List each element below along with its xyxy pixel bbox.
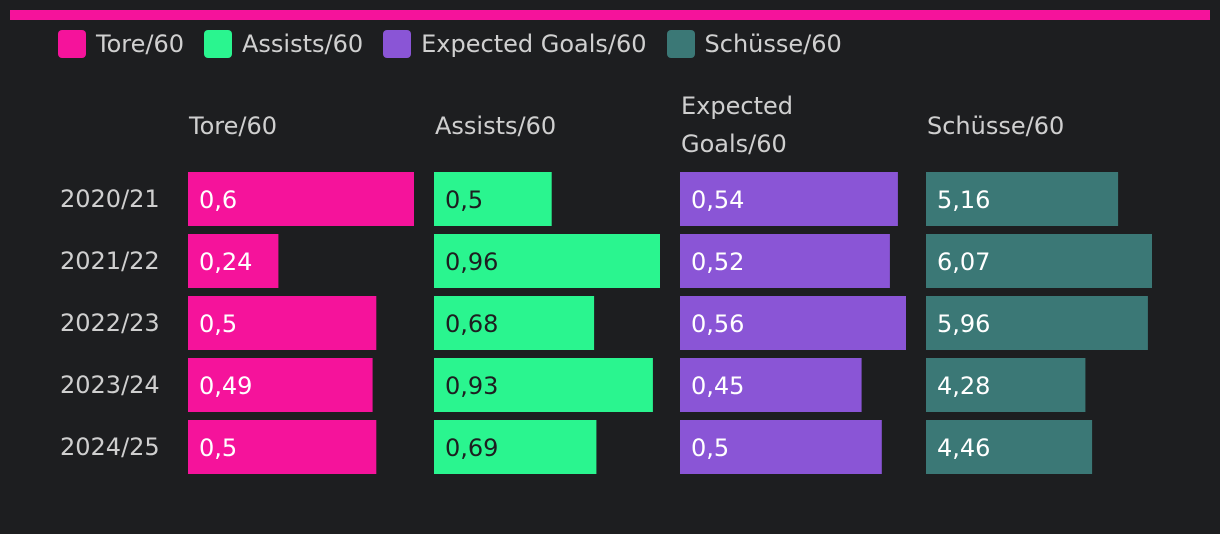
column-header: Tore/60 <box>188 112 277 140</box>
bar <box>926 296 1148 350</box>
bar-value-label: 0,96 <box>445 248 498 276</box>
legend-item: Assists/60 <box>204 30 363 58</box>
bar-value-label: 0,6 <box>199 186 237 214</box>
bar-value-label: 6,07 <box>937 248 990 276</box>
bar <box>680 296 906 350</box>
legend-swatch <box>666 30 695 58</box>
row-label: 2023/24 <box>60 371 160 399</box>
bar <box>434 358 653 412</box>
bar-value-label: 0,5 <box>199 310 237 338</box>
bar <box>926 234 1152 288</box>
bar <box>680 234 890 288</box>
bar <box>434 296 595 350</box>
bar <box>926 172 1119 226</box>
bar-value-label: 5,16 <box>937 186 990 214</box>
legend-label: Expected Goals/60 <box>421 30 647 58</box>
legend-swatch <box>383 30 412 58</box>
bar <box>188 296 377 350</box>
bar-value-label: 0,52 <box>691 248 744 276</box>
bar <box>680 172 898 226</box>
bar-value-label: 0,49 <box>199 372 252 400</box>
row-label: 2021/22 <box>60 247 160 275</box>
row-label: 2020/21 <box>60 185 160 213</box>
bar-value-label: 4,46 <box>937 434 990 462</box>
legend-item: Schüsse/60 <box>666 30 842 58</box>
bar <box>188 172 414 226</box>
bar <box>926 358 1086 412</box>
bar-value-label: 0,24 <box>199 248 252 276</box>
bar-value-label: 0,56 <box>691 310 744 338</box>
legend-label: Tore/60 <box>96 30 184 58</box>
bar-value-label: 0,5 <box>691 434 729 462</box>
bar <box>188 420 377 474</box>
chart-legend: Tore/60 Assists/60 Expected Goals/60 Schüss… <box>58 28 862 60</box>
column-header: Goals/60 <box>681 130 787 158</box>
top-accent-bar <box>10 10 1210 20</box>
bar <box>434 172 552 226</box>
legend-label: Schüsse/60 <box>704 30 842 58</box>
bar <box>926 420 1093 474</box>
legend-label: Assists/60 <box>242 30 364 58</box>
legend-swatch <box>204 30 232 58</box>
bar-value-label: 0,68 <box>445 310 498 338</box>
bar <box>188 234 279 288</box>
bar-value-label: 0,69 <box>445 434 498 462</box>
column-header: Expected <box>681 92 793 120</box>
bar <box>188 358 373 412</box>
row-label: 2024/25 <box>60 433 160 461</box>
bar <box>680 420 882 474</box>
bar <box>434 234 660 288</box>
bar <box>680 358 862 412</box>
bar-value-label: 0,5 <box>199 434 237 462</box>
column-header: Schüsse/60 <box>927 112 1064 140</box>
legend-swatch <box>58 30 86 58</box>
bar-value-label: 0,45 <box>691 372 744 400</box>
bar-value-label: 0,54 <box>691 186 744 214</box>
bar-value-label: 4,28 <box>937 372 990 400</box>
bar-value-label: 0,5 <box>445 186 483 214</box>
column-header: Assists/60 <box>435 112 556 140</box>
row-label: 2022/23 <box>60 309 160 337</box>
bar <box>434 420 597 474</box>
legend-item: Tore/60 <box>58 30 184 58</box>
legend-item: Expected Goals/60 <box>383 30 647 58</box>
bar-value-label: 5,96 <box>937 310 990 338</box>
bar-value-label: 0,93 <box>445 372 498 400</box>
